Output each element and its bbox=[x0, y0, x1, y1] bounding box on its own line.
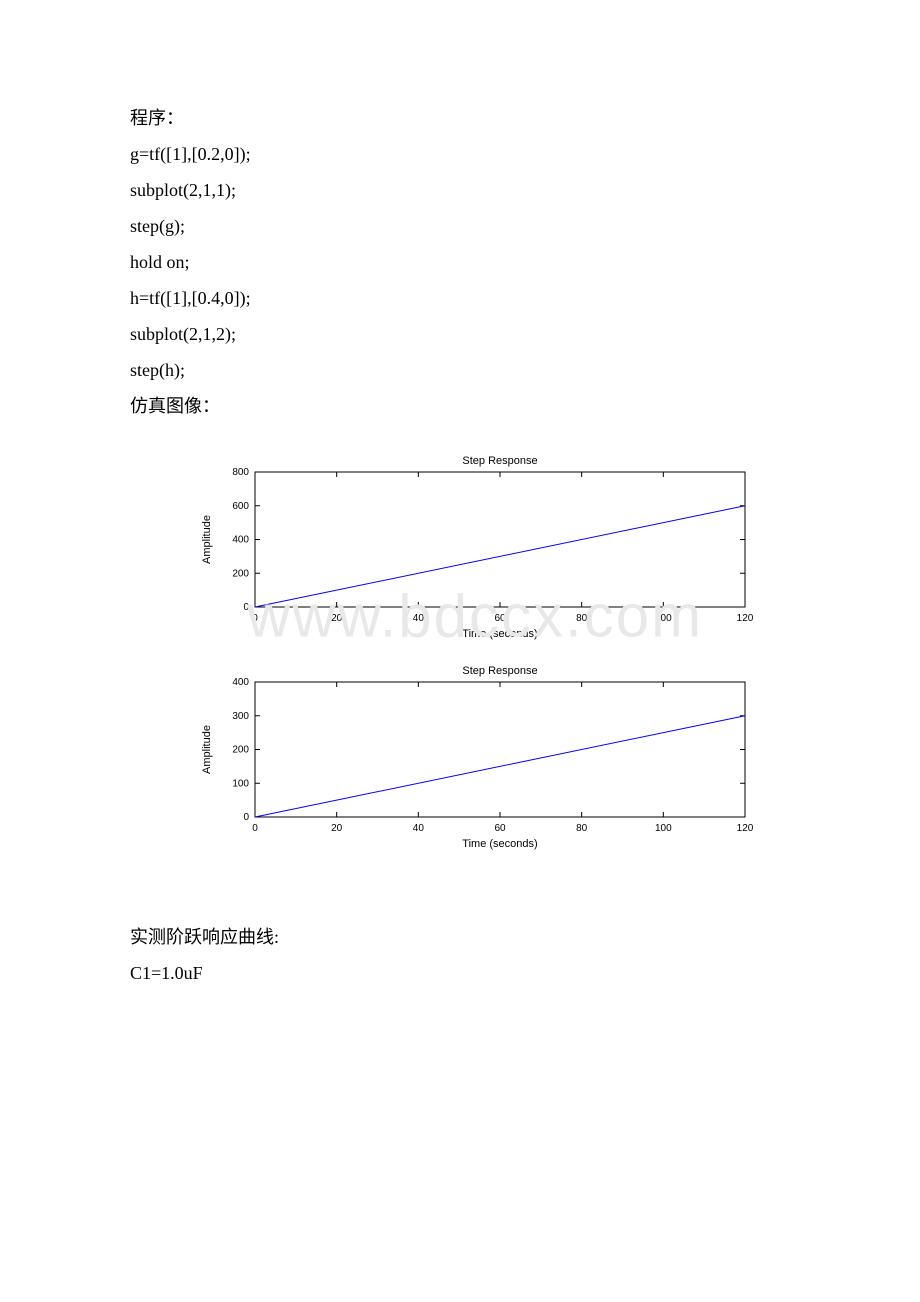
svg-text:300: 300 bbox=[232, 711, 249, 722]
capacitor-value: C1=1.0uF bbox=[130, 955, 790, 991]
chart-wrapper: Step Response020040060080002040608010012… bbox=[180, 454, 770, 879]
svg-text:60: 60 bbox=[494, 823, 506, 834]
svg-text:Step Response: Step Response bbox=[462, 665, 537, 677]
measured-curve-label: 实测阶跃响应曲线: bbox=[130, 919, 790, 955]
svg-text:0: 0 bbox=[243, 812, 249, 823]
code-block: 程序： g=tf([1],[0.2,0]); subplot(2,1,1); s… bbox=[130, 100, 790, 424]
svg-text:Time (seconds): Time (seconds) bbox=[462, 628, 537, 640]
svg-text:0: 0 bbox=[243, 602, 249, 613]
svg-text:800: 800 bbox=[232, 467, 249, 478]
svg-text:20: 20 bbox=[331, 823, 343, 834]
svg-text:Step Response: Step Response bbox=[462, 455, 537, 467]
svg-text:200: 200 bbox=[232, 745, 249, 756]
svg-text:80: 80 bbox=[576, 613, 588, 624]
code-line: step(h); bbox=[130, 352, 790, 388]
svg-text:600: 600 bbox=[232, 501, 249, 512]
svg-text:20: 20 bbox=[331, 613, 343, 624]
svg-text:100: 100 bbox=[655, 613, 672, 624]
svg-text:0: 0 bbox=[252, 613, 258, 624]
svg-text:Amplitude: Amplitude bbox=[201, 725, 213, 774]
svg-text:400: 400 bbox=[232, 535, 249, 546]
code-line: subplot(2,1,1); bbox=[130, 172, 790, 208]
step-response-charts: Step Response020040060080002040608010012… bbox=[180, 454, 770, 874]
svg-text:0: 0 bbox=[252, 823, 258, 834]
code-line: hold on; bbox=[130, 244, 790, 280]
svg-text:120: 120 bbox=[737, 613, 754, 624]
code-line: step(g); bbox=[130, 208, 790, 244]
code-line: h=tf([1],[0.4,0]); bbox=[130, 280, 790, 316]
svg-text:120: 120 bbox=[737, 823, 754, 834]
svg-text:Amplitude: Amplitude bbox=[201, 515, 213, 564]
bottom-text-block: 实测阶跃响应曲线: C1=1.0uF bbox=[130, 919, 790, 991]
svg-text:40: 40 bbox=[413, 613, 425, 624]
svg-text:80: 80 bbox=[576, 823, 588, 834]
svg-text:60: 60 bbox=[494, 613, 506, 624]
code-label: 程序： bbox=[130, 100, 790, 136]
sim-label: 仿真图像： bbox=[130, 388, 790, 424]
svg-text:100: 100 bbox=[655, 823, 672, 834]
code-line: g=tf([1],[0.2,0]); bbox=[130, 136, 790, 172]
svg-text:100: 100 bbox=[232, 778, 249, 789]
svg-text:40: 40 bbox=[413, 823, 425, 834]
svg-text:400: 400 bbox=[232, 677, 249, 688]
svg-text:200: 200 bbox=[232, 568, 249, 579]
svg-text:Time (seconds): Time (seconds) bbox=[462, 838, 537, 850]
code-line: subplot(2,1,2); bbox=[130, 316, 790, 352]
charts-container: Step Response020040060080002040608010012… bbox=[180, 454, 770, 879]
